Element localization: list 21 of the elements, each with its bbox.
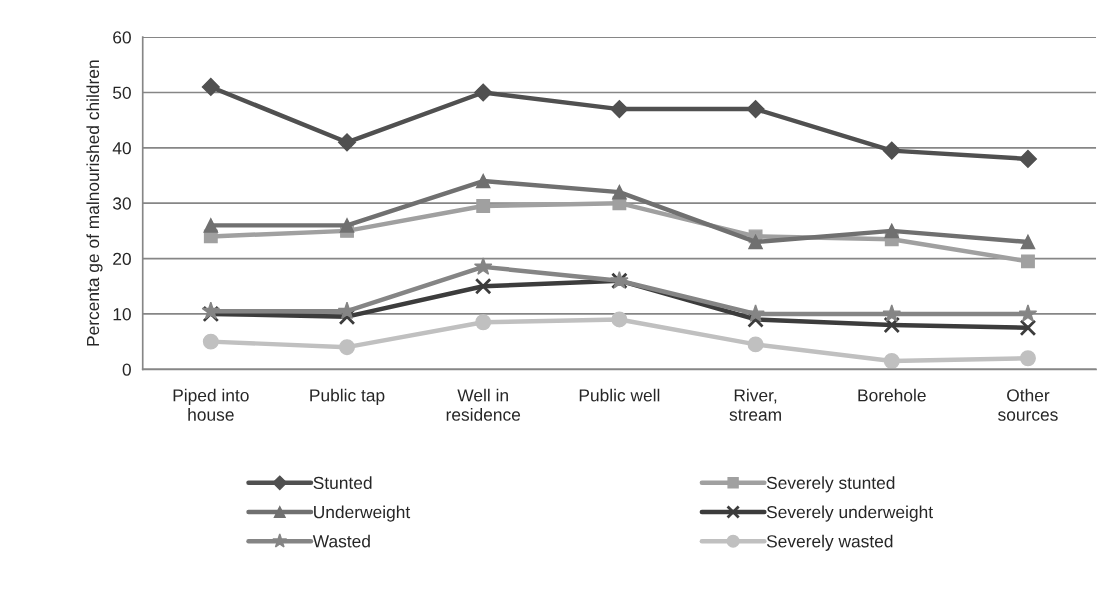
x-tick-label: Piped into house bbox=[173, 388, 249, 421]
legend-label: Underweight bbox=[314, 505, 411, 522]
x-tick-label: River, stream bbox=[729, 388, 781, 421]
x-tick-label: Public tap bbox=[310, 388, 385, 405]
legend-label: Wasted bbox=[312, 534, 370, 548]
x-tick-label: Well in residence bbox=[446, 388, 521, 421]
y-tick-label: 50 bbox=[112, 86, 131, 99]
legend-label: Stunted bbox=[313, 476, 372, 490]
y-tick-label: 40 bbox=[112, 142, 131, 155]
y-tick-label: 0 bbox=[122, 363, 131, 376]
legend-label: Severely wasted bbox=[766, 534, 893, 551]
legend-label: Severely stunted bbox=[766, 476, 895, 493]
x-tick-label: Borehole bbox=[858, 388, 926, 402]
y-tick-label: 20 bbox=[113, 252, 131, 266]
y-tick-label: 30 bbox=[112, 197, 131, 210]
x-tick-label: Other sources bbox=[998, 388, 1058, 421]
legend-label: Severely underweight bbox=[766, 505, 933, 522]
y-axis-title: Percenta ge of malnourished children bbox=[86, 60, 103, 346]
x-tick-label: Public well bbox=[579, 388, 660, 402]
y-tick-label: 60 bbox=[113, 31, 131, 44]
y-tick-label: 10 bbox=[113, 308, 131, 321]
